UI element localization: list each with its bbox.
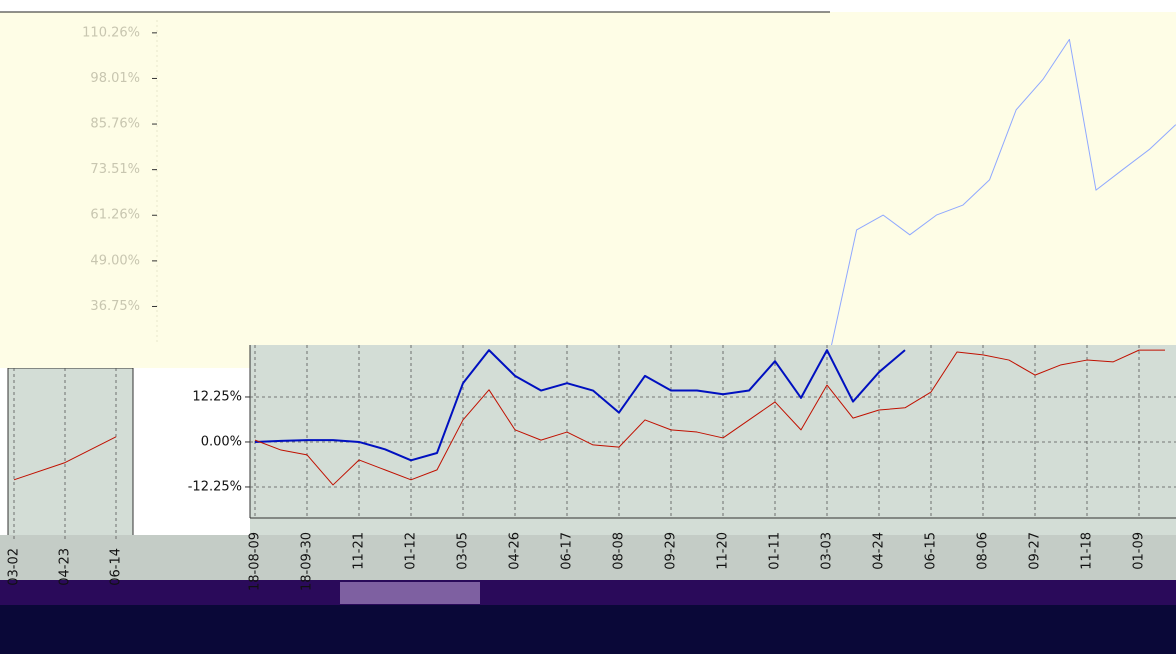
axis-strip [0, 535, 1176, 580]
x-tick-label: 09-29 [664, 532, 679, 570]
x-tick-label: 03-03 [820, 532, 835, 570]
left-panel [7, 367, 134, 541]
band [0, 580, 1176, 605]
overlay [0, 345, 250, 368]
x-tick-label: 18-09-30 [300, 532, 315, 591]
series-line [254, 349, 1165, 486]
x-tick-label: 03-02 [7, 548, 22, 586]
x-tick-label: 11-20 [716, 532, 731, 570]
x-tick-label: 01-12 [404, 532, 419, 570]
x-tick-label: 08-08 [612, 532, 627, 570]
series-line [13, 436, 117, 481]
x-tick-label: 11-21 [352, 532, 367, 570]
y-tick-label: 0.00% [201, 434, 242, 449]
x-tick-label: 06-14 [109, 548, 124, 586]
plot-background [250, 345, 1176, 535]
overlay [0, 12, 1176, 345]
y-tick-label: 98.01% [90, 71, 140, 86]
y-tick-label: 12.25% [192, 389, 242, 404]
y-tick-label: 85.76% [90, 117, 140, 132]
x-tick-label: 08-06 [976, 532, 991, 570]
x-tick-label: 09-27 [1028, 532, 1043, 570]
x-tick-label: 01-11 [768, 532, 783, 570]
y-tick-label: 110.26% [82, 25, 140, 40]
x-tick-label: 04-26 [508, 532, 523, 570]
series-line [831, 38, 1176, 345]
y-tick-label: 36.75% [90, 299, 140, 314]
x-tick-label: 11-18 [1080, 532, 1095, 570]
x-tick-label: 06-15 [924, 532, 939, 570]
x-tick-label: 04-23 [58, 548, 73, 586]
y-tick-label: 61.26% [90, 208, 140, 223]
x-tick-label: 01-09 [1132, 532, 1147, 570]
x-tick-label: 06-17 [560, 532, 575, 570]
x-tick-label: 04-24 [872, 532, 887, 570]
y-tick-label: -12.25% [188, 479, 242, 494]
glitch [340, 582, 480, 604]
series-line [254, 349, 906, 462]
x-tick-label: 18-08-09 [248, 532, 263, 591]
band [0, 605, 1176, 654]
y-tick-label: 73.51% [90, 162, 140, 177]
y-tick-label: 49.00% [90, 253, 140, 268]
x-tick-label: 03-05 [456, 532, 471, 570]
